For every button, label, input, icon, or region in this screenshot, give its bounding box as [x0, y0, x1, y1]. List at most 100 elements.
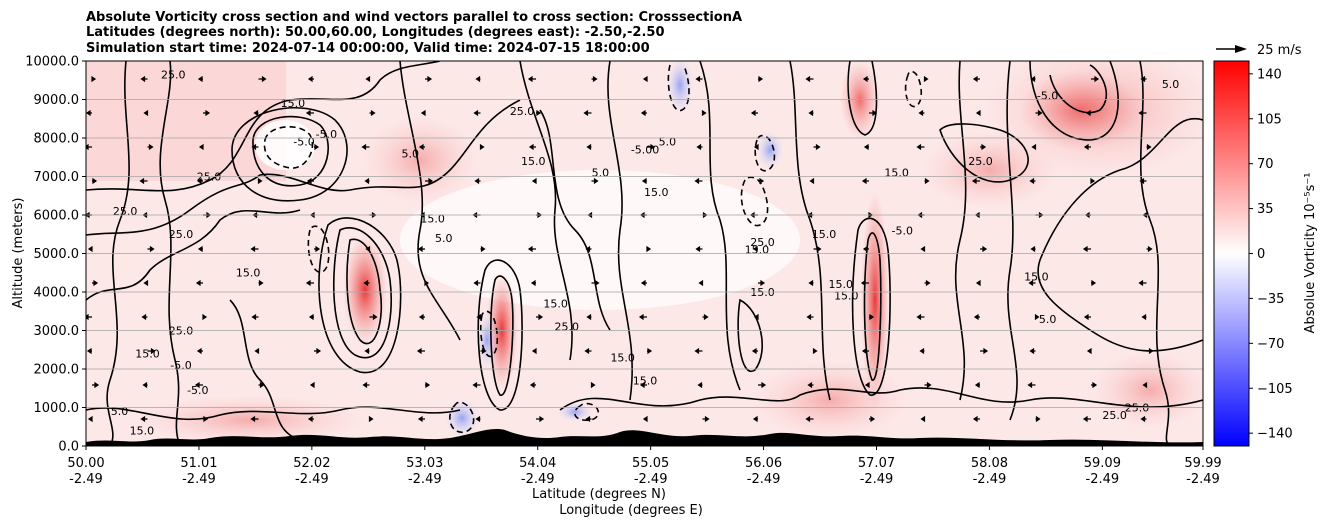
- contour-label: 15.0: [236, 267, 261, 280]
- contour-line: [851, 217, 891, 396]
- wind-vector: [1138, 109, 1147, 117]
- negative-contour: [754, 134, 776, 172]
- contour-line: [847, 61, 878, 136]
- contour-label: 15.0: [644, 186, 669, 199]
- contour-label: -5.0: [170, 359, 191, 372]
- negative-contour: [574, 402, 600, 422]
- wind-vector: [702, 313, 709, 321]
- wind-vector: [924, 279, 931, 287]
- wind-vector: [91, 75, 97, 83]
- wind-vector: [861, 177, 869, 185]
- wind-vector: [1140, 75, 1147, 83]
- wind-vector: [527, 245, 536, 253]
- x-tick-label-longitude: -2.49: [295, 472, 329, 487]
- contour-line: [607, 61, 633, 401]
- contour-label: 15.0: [420, 213, 445, 226]
- wind-vector: [195, 279, 203, 287]
- wind-vector: [591, 177, 599, 185]
- colorbar-tick-label: 0: [1257, 247, 1265, 262]
- contour-label: -5.0: [1037, 90, 1058, 103]
- wind-vector: [417, 245, 425, 253]
- wind-vector: [586, 313, 592, 321]
- wind-vector: [528, 143, 536, 151]
- wind-vector: [758, 75, 764, 83]
- wind-vector: [92, 381, 100, 389]
- wind-vector: [1139, 177, 1147, 185]
- wind-vector: [425, 381, 431, 389]
- wind-vector: [1027, 381, 1036, 389]
- wind-vector: [1035, 415, 1041, 423]
- wind-vector: [314, 143, 320, 151]
- contour-label: 25.0: [968, 155, 993, 168]
- contour-label: 5.0: [402, 147, 420, 160]
- wind-vector: [758, 177, 765, 185]
- wind-vector: [203, 415, 209, 423]
- wind-vector: [536, 415, 545, 423]
- negative-contour: [740, 176, 769, 227]
- wind-vector: [920, 415, 926, 423]
- wind-vector: [425, 177, 434, 185]
- contour-label: 5.0: [592, 167, 610, 180]
- wind-vector: [753, 313, 759, 321]
- wind-vector: [694, 177, 703, 185]
- wind-vector: [196, 177, 203, 185]
- y-tick-label: 2000.0: [34, 363, 80, 378]
- wind-vector: [480, 245, 486, 253]
- contour-line: [699, 61, 741, 391]
- wind-vector: [808, 109, 814, 117]
- contour-label: 15.0: [828, 278, 853, 291]
- colorbar-tick-label: −140: [1257, 427, 1293, 442]
- wind-vector: [196, 347, 203, 355]
- wind-vector: [197, 75, 203, 83]
- wind-vector: [87, 245, 93, 253]
- shade-region: [86, 61, 286, 181]
- wind-vector: [309, 381, 315, 389]
- contour-line: [399, 61, 461, 341]
- wind-vector: [697, 381, 703, 389]
- contour-label: 25.0: [161, 68, 186, 81]
- x-tick-label-latitude: 50.00: [67, 456, 104, 471]
- wind-vector: [647, 143, 656, 151]
- contour-label: 15.0: [1024, 270, 1049, 283]
- contour-label: 15.0: [812, 228, 837, 241]
- contour-label: -5.0: [187, 384, 208, 397]
- wind-vector: [919, 347, 925, 355]
- wind-vector: [140, 75, 148, 83]
- wind-vector: [696, 143, 703, 151]
- contour-label: 15.0: [633, 374, 658, 387]
- y-tick-label: 9000.0: [34, 93, 80, 108]
- wind-vector: [424, 279, 430, 287]
- x-tick-label-longitude: -2.49: [69, 472, 103, 487]
- wind-vector: [1091, 75, 1100, 83]
- y-tick-label: 8000.0: [34, 132, 80, 147]
- colorbar-tick-label: −105: [1257, 382, 1293, 397]
- contour-line: [539, 109, 611, 331]
- wind-vector: [702, 415, 710, 423]
- wind-vector: [363, 279, 370, 287]
- wind-vector: [586, 143, 592, 151]
- contour-line: [318, 217, 402, 374]
- wind-vector: [1083, 313, 1091, 321]
- quiver-key-label: 25 m/s: [1257, 43, 1302, 58]
- y-tick-label: 1000.0: [34, 401, 80, 416]
- x-tick-label-latitude: 58.08: [971, 456, 1008, 471]
- colorbar: 140 105 70 35 0 −35 −70 −105 −140 Absolue Vortic…: [1213, 60, 1318, 447]
- wind-vector: [251, 143, 259, 151]
- shade-region: [666, 61, 694, 115]
- x-tick-label-longitude: -2.49: [1086, 472, 1120, 487]
- contour-label: 15.0: [521, 155, 546, 168]
- wind-vector: [139, 177, 148, 185]
- wind-vector: [473, 279, 481, 287]
- wind-vector: [475, 75, 481, 83]
- wind-vector: [364, 177, 370, 185]
- x-axis-label-latitude: Latitude (degrees N): [532, 487, 666, 502]
- x-tick-label-latitude: 56.06: [745, 456, 782, 471]
- wind-vectors: [86, 75, 1154, 423]
- contour-label: 15.0: [281, 97, 306, 110]
- x-tick-label-latitude: 52.02: [293, 456, 330, 471]
- wind-vector: [143, 279, 149, 287]
- wind-vector: [973, 313, 980, 321]
- wind-vector: [806, 313, 814, 321]
- wind-vector: [695, 245, 703, 253]
- y-tick-label: 4000.0: [34, 286, 80, 301]
